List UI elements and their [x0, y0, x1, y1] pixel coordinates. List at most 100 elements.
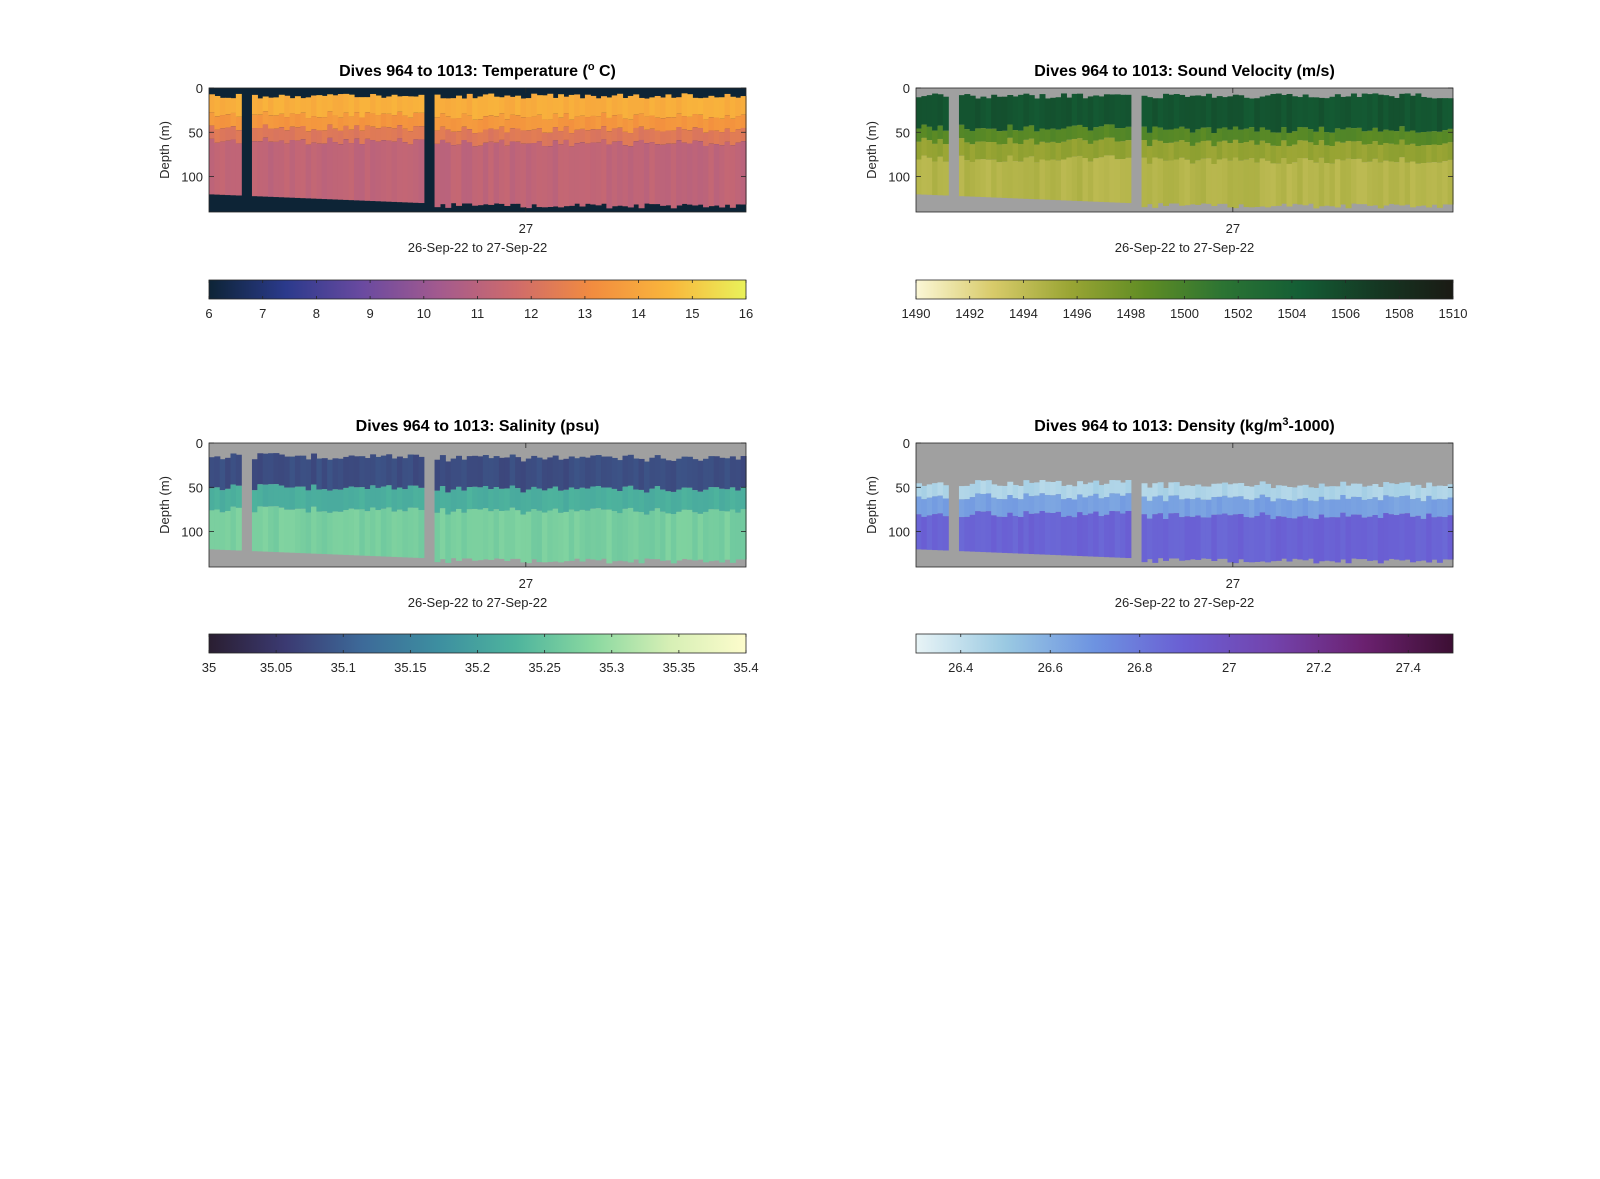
chart-panel-3: Dives 964 to 1013: Salinity (psu) 0 50 100 2…	[157, 418, 759, 675]
heatmap-cell	[622, 486, 629, 509]
heatmap-cell	[418, 510, 425, 559]
heatmap-cell	[305, 118, 312, 132]
heatmap-cell	[1114, 94, 1121, 129]
heatmap-cell	[670, 460, 677, 492]
heatmap-cell	[937, 125, 944, 139]
heatmap-cell	[1367, 499, 1374, 517]
heatmap-cell	[450, 458, 457, 490]
heatmap-cell	[1377, 500, 1384, 518]
heatmap-cell	[558, 94, 565, 118]
heatmap-cell	[466, 509, 473, 559]
heatmap-cell	[493, 456, 500, 488]
colorbar-tick-label: 1500	[1170, 306, 1199, 321]
heatmap-cell	[1152, 514, 1159, 563]
heatmap-cell	[413, 112, 420, 127]
heatmap-cell	[665, 130, 672, 144]
heatmap-cell	[396, 125, 403, 139]
heatmap-cell	[1211, 483, 1218, 498]
heatmap-cell	[1372, 515, 1379, 561]
heatmap-cell	[284, 143, 291, 198]
heatmap-cell	[343, 125, 350, 140]
heatmap-cell	[643, 492, 650, 515]
heatmap-cell	[1388, 143, 1395, 162]
heatmap-cell	[219, 512, 226, 550]
heatmap-cell	[1001, 161, 1008, 198]
heatmap-cell	[1259, 481, 1266, 495]
heatmap-cell	[1308, 518, 1314, 559]
heatmap-cell	[1377, 486, 1384, 501]
heatmap-cell	[676, 127, 683, 141]
colorbar-tick-label: 13	[578, 306, 592, 321]
heatmap-cell	[515, 115, 522, 129]
heatmap-cell	[1034, 162, 1041, 200]
heatmap-cell	[1152, 496, 1159, 515]
heatmap-cell	[1329, 146, 1336, 164]
heatmap-cell	[676, 511, 683, 561]
heatmap-cell	[1232, 94, 1239, 127]
heatmap-cell	[1157, 158, 1164, 204]
heatmap-cell	[402, 489, 409, 512]
heatmap-cell	[418, 456, 425, 488]
heatmap-cell	[316, 489, 323, 512]
heatmap-cell	[681, 116, 688, 130]
heatmap-cell	[380, 508, 387, 557]
heatmap-cell	[1324, 499, 1331, 518]
heatmap-cell	[1447, 159, 1454, 205]
heatmap-cell	[1055, 97, 1062, 130]
heatmap-cell	[670, 143, 677, 209]
heatmap-cell	[461, 490, 468, 513]
colorbar-tick-label: 27.2	[1306, 660, 1331, 675]
heatmap-cell	[622, 98, 629, 119]
heatmap-cell	[1087, 143, 1094, 162]
heatmap-cell	[294, 508, 301, 553]
heatmap-cell	[937, 94, 944, 126]
heatmap-cell	[1216, 96, 1223, 129]
heatmap-cell	[1007, 481, 1014, 496]
heatmap-cell	[719, 510, 726, 563]
heatmap-cell	[964, 94, 971, 130]
heatmap-cell	[942, 161, 949, 196]
heatmap-cell	[321, 458, 328, 490]
heatmap-cell	[1125, 510, 1132, 559]
colorbar-tick-label: 1510	[1439, 306, 1468, 321]
heatmap-cell	[1281, 127, 1288, 141]
heatmap-cell	[1179, 499, 1186, 518]
heatmap-cell	[1345, 485, 1352, 499]
heatmap-cell	[1372, 497, 1379, 515]
heatmap-cell	[251, 490, 258, 513]
heatmap-cell	[498, 488, 505, 511]
heatmap-cell	[996, 96, 1003, 132]
heatmap-cell	[574, 511, 581, 559]
heatmap-cell	[547, 93, 554, 120]
heatmap-cell	[337, 144, 344, 200]
heatmap-cell	[1168, 482, 1175, 496]
heatmap-cell	[332, 128, 339, 143]
heatmap-cell	[509, 485, 516, 508]
heatmap-cell	[348, 129, 355, 144]
heatmap-cell	[1216, 159, 1223, 204]
heatmap-cell	[257, 506, 264, 552]
colorbar-tick-label: 26.4	[948, 660, 973, 675]
heatmap-cell	[327, 94, 334, 112]
heatmap-cell	[574, 129, 581, 144]
heatmap-cell	[980, 511, 987, 553]
heatmap-cell	[713, 97, 720, 118]
y-tick-label: 50	[189, 125, 203, 140]
heatmap-cell	[1034, 98, 1041, 132]
heatmap-cell	[257, 141, 264, 197]
heatmap-cell	[327, 459, 334, 491]
axes-frame	[208, 442, 747, 568]
heatmap-cell	[697, 491, 704, 514]
heatmap-cell	[692, 114, 699, 128]
heatmap-cell	[665, 94, 672, 118]
heatmap-cell	[1318, 496, 1325, 515]
colorbar-tick-label: 26.6	[1038, 660, 1063, 675]
heatmap-cell	[472, 455, 479, 487]
heatmap-cell	[670, 97, 677, 118]
heatmap-cell	[1404, 482, 1411, 496]
heatmap-cell	[343, 139, 350, 200]
heatmap-cell	[611, 141, 618, 207]
heatmap-cell	[407, 485, 414, 508]
heatmap-cell	[1093, 158, 1100, 202]
heatmap-cell	[536, 457, 543, 489]
